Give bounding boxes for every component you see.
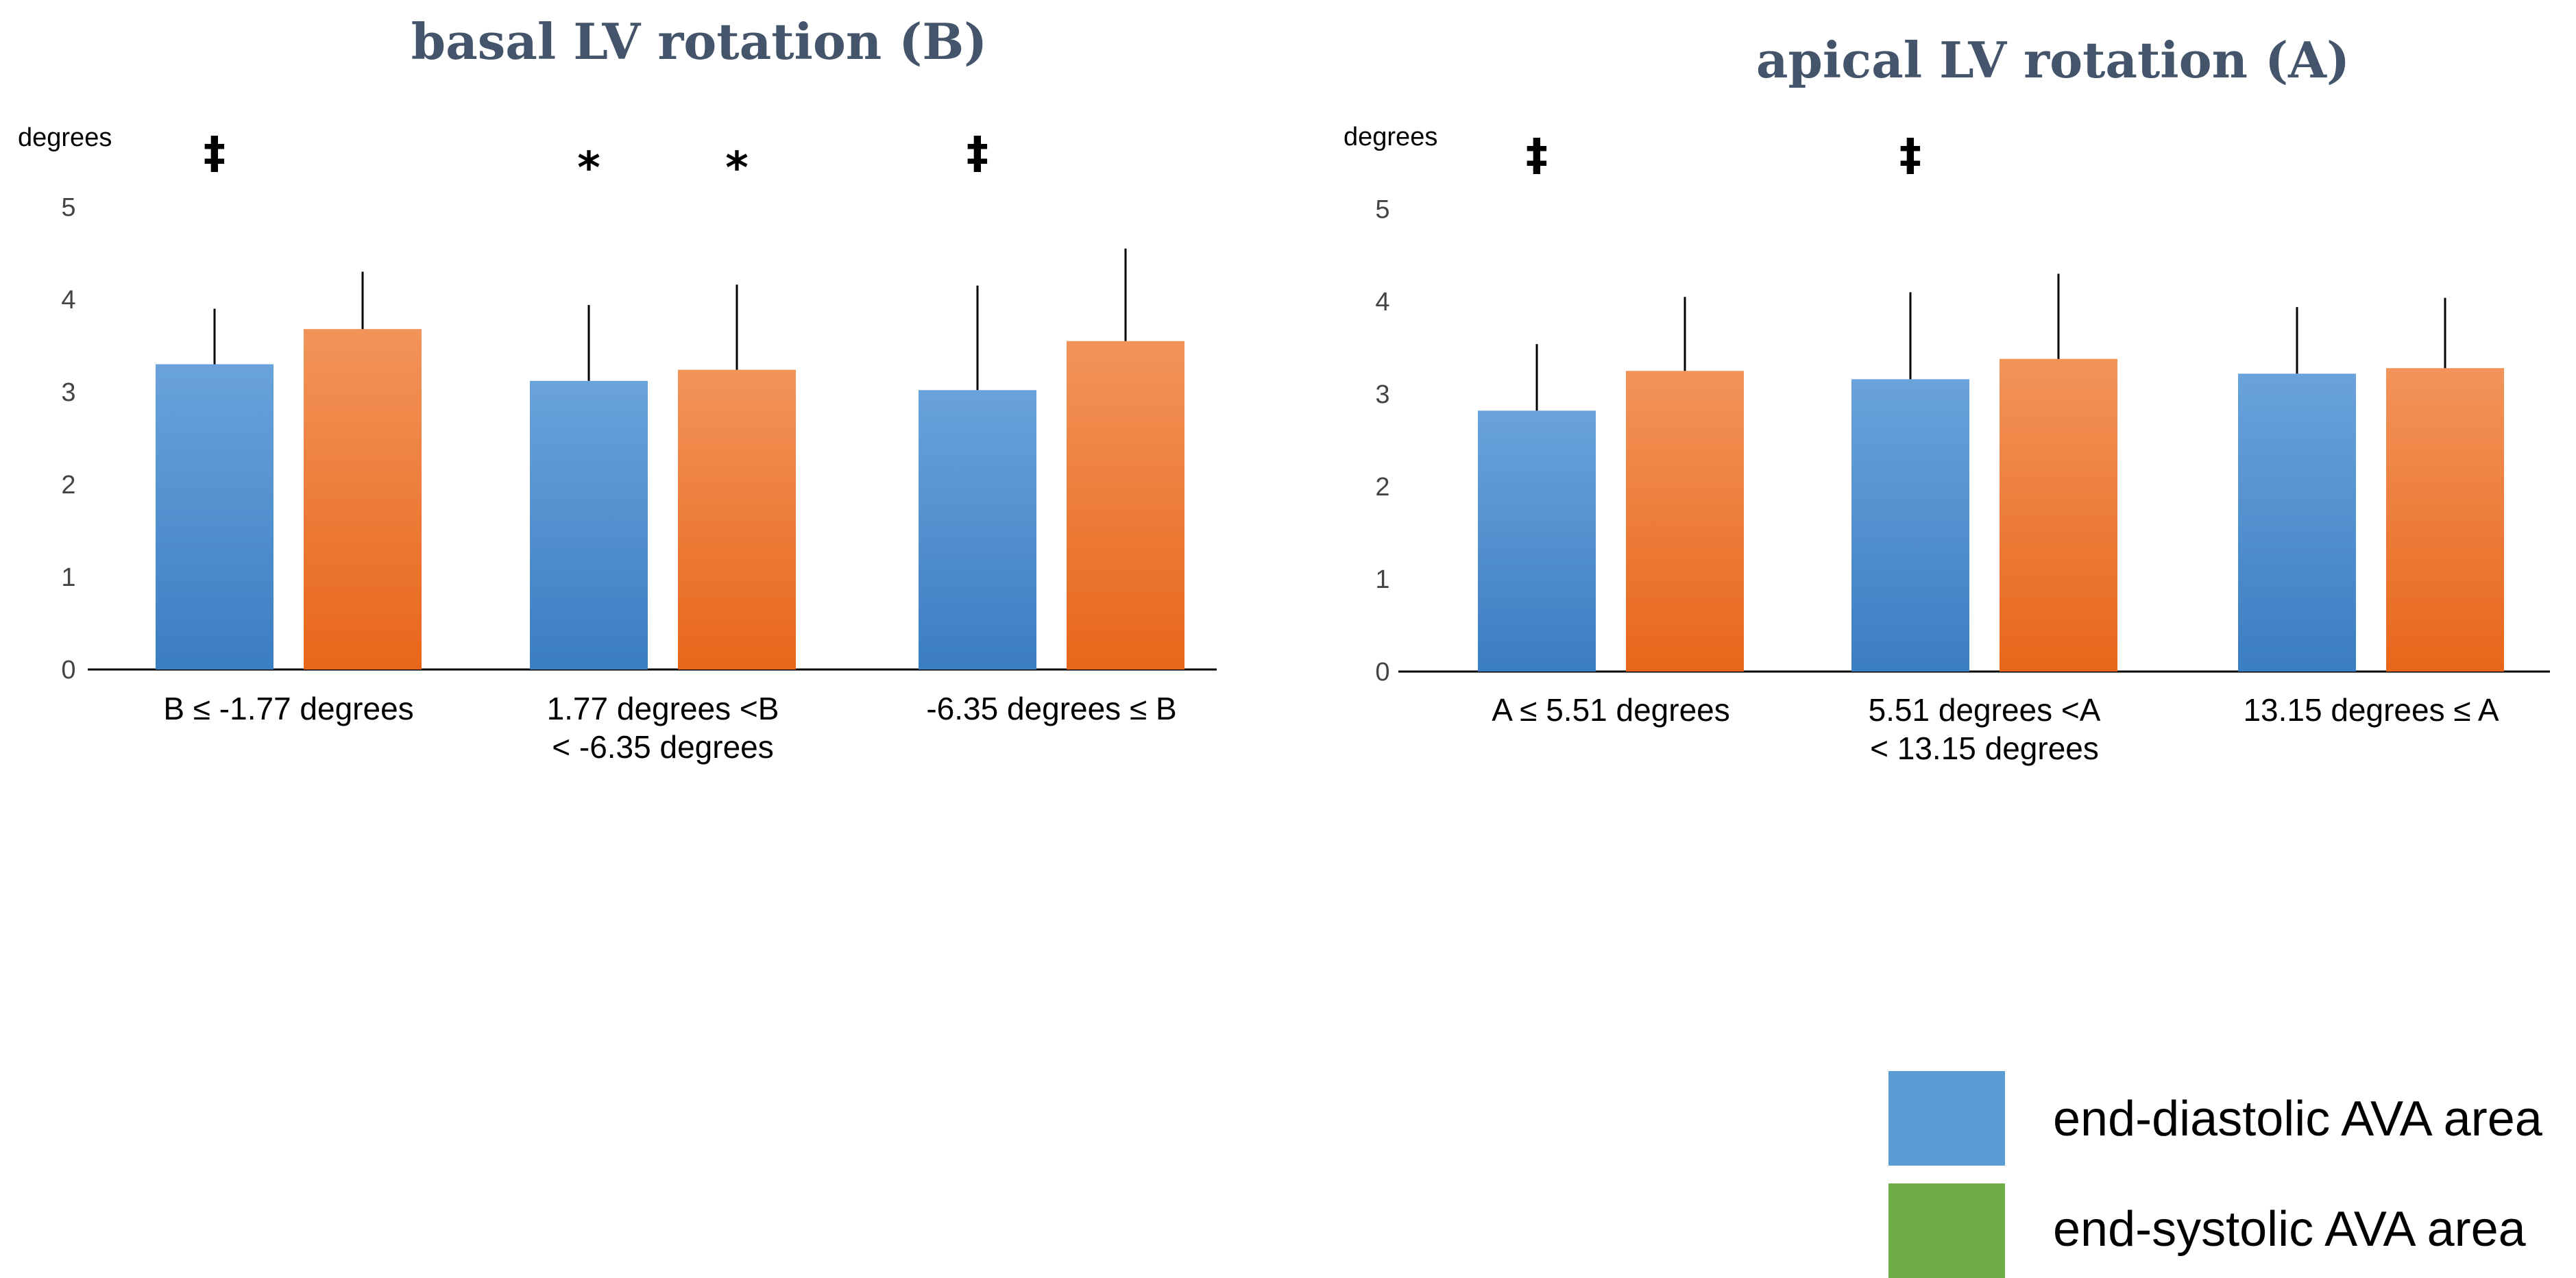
error-bars [1535, 273, 2446, 411]
category-labels: A ≤ 5.51 degrees 5.51 degrees <A < 13.15 d… [1492, 692, 2499, 766]
category-label-line: 5.51 degrees <A [1869, 692, 2101, 728]
legend-swatch-end-systolic [1888, 1183, 2005, 1278]
category-label-2: 1.77 degrees <B < -6.35 degrees [547, 691, 779, 765]
significance-markers: ‡ * * ‡ [204, 128, 988, 194]
significance-markers: ‡ ‡ [1526, 130, 1921, 181]
category-label-3: 13.15 degrees ≤ A [2243, 692, 2499, 728]
y-tick-label-1: 1 [61, 563, 75, 592]
bar-end-diastolic-1 [1478, 410, 1596, 672]
bar-end-systolic-2 [678, 369, 796, 669]
category-label-line: -6.35 degrees ≤ B [926, 691, 1176, 726]
category-label-2: 5.51 degrees <A < 13.15 degrees [1869, 692, 2101, 766]
category-label-line: 1.77 degrees <B [547, 691, 779, 726]
bar-end-diastolic-1 [156, 364, 274, 669]
chart-title: apical LV rotation (A) [1756, 31, 2350, 89]
y-tick-label-3: 3 [1375, 380, 1389, 409]
significance-marker-2: * [577, 143, 600, 194]
category-label-1: B ≤ -1.77 degrees [163, 691, 413, 726]
y-axis-label: degrees [1344, 123, 1437, 151]
basal-rotation-chart: basal LV rotation (B) degrees 0 1 2 3 4 5 ‡ * *… [18, 12, 1217, 765]
category-label-1: A ≤ 5.51 degrees [1492, 692, 1730, 728]
y-tick-label-5: 5 [1375, 195, 1389, 224]
significance-marker-1: ‡ [1526, 130, 1548, 181]
y-tick-label-3: 3 [61, 378, 75, 407]
significance-marker-2: ‡ [1899, 130, 1921, 181]
category-label-line: B ≤ -1.77 degrees [163, 691, 413, 726]
y-tick-label-2: 2 [1375, 473, 1389, 502]
bar-end-diastolic-3 [2238, 373, 2356, 672]
bar-end-systolic-3 [1067, 341, 1184, 669]
significance-marker-4: ‡ [967, 128, 988, 179]
category-label-line: A ≤ 5.51 degrees [1492, 692, 1730, 728]
y-axis-label: degrees [18, 123, 112, 152]
bar-end-systolic-1 [304, 329, 422, 669]
y-tick-label-4: 4 [1375, 288, 1389, 317]
significance-marker-3: * [725, 143, 748, 194]
y-axis-ticks: 0 1 2 3 4 5 [61, 193, 75, 685]
category-label-line: < 13.15 degrees [1870, 730, 2099, 766]
legend-label-end-diastolic: end-diastolic AVA area [2053, 1092, 2543, 1146]
legend-swatch-end-diastolic [1888, 1071, 2005, 1166]
y-tick-label-0: 0 [1375, 658, 1389, 687]
bar-end-systolic-2 [2000, 358, 2117, 672]
category-label-line: < -6.35 degrees [552, 729, 774, 765]
y-tick-label-4: 4 [61, 286, 75, 315]
chart-title: basal LV rotation (B) [411, 12, 988, 71]
significance-marker-1: ‡ [204, 128, 226, 179]
y-tick-label-5: 5 [61, 193, 75, 222]
bar-end-systolic-3 [2386, 368, 2504, 672]
y-tick-label-2: 2 [61, 471, 75, 500]
bar-end-diastolic-3 [919, 390, 1036, 669]
bars [156, 329, 1184, 669]
bars [1478, 358, 2504, 672]
y-tick-label-0: 0 [61, 656, 75, 685]
category-labels: B ≤ -1.77 degrees 1.77 degrees <B < -6.35 … [163, 691, 1176, 765]
category-label-line: 13.15 degrees ≤ A [2243, 692, 2499, 728]
y-axis-ticks: 0 1 2 3 4 5 [1375, 195, 1389, 687]
bar-end-diastolic-2 [1851, 379, 1969, 672]
legend: end-diastolic AVA area end-systolic AVA … [1888, 1071, 2543, 1278]
legend-label-end-systolic: end-systolic AVA area [2053, 1202, 2527, 1257]
bar-end-diastolic-2 [530, 380, 648, 669]
y-tick-label-1: 1 [1375, 565, 1389, 594]
category-label-3: -6.35 degrees ≤ B [926, 691, 1176, 726]
bar-end-systolic-1 [1626, 371, 1744, 672]
error-bars [213, 248, 1127, 391]
